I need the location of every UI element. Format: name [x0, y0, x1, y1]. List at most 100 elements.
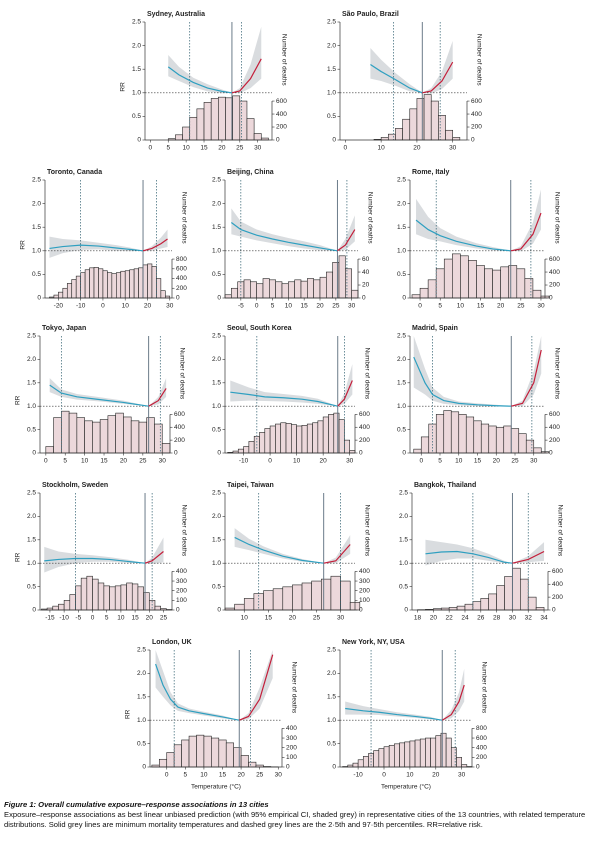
histogram-bar: [234, 603, 245, 611]
histogram-bar: [84, 420, 93, 454]
histogram-bar: [452, 253, 461, 299]
x-tick-label: 20: [144, 303, 152, 310]
y2-tick-label: 0: [176, 607, 180, 614]
histogram-bar: [313, 279, 321, 299]
histogram-bar: [296, 425, 303, 454]
y2-tick-label: 0: [552, 607, 556, 614]
x-tick-label: 30: [254, 145, 262, 152]
histogram-bar: [373, 750, 380, 768]
heat-curve: [511, 349, 542, 407]
histogram-bar: [123, 416, 132, 454]
panel-title: Stockholm, Sweden: [42, 482, 108, 489]
histogram-bar: [322, 416, 329, 454]
x-tick-label: 15: [219, 772, 227, 779]
y-tick-label: 2.5: [27, 333, 36, 340]
histogram-bar: [351, 289, 359, 299]
y2-tick-label: 60: [362, 256, 370, 263]
histogram-bar: [460, 255, 469, 299]
x-tick-label: 26: [477, 615, 485, 622]
y-tick-label: 1.0: [27, 560, 36, 567]
y2-axis-label: Number of deaths: [363, 505, 370, 557]
y-tick-label: 0: [217, 607, 221, 614]
y-axis-label: RR: [15, 395, 22, 405]
y2-tick-label: 100: [286, 754, 297, 761]
y2-tick-label: 100: [176, 597, 187, 604]
x-tick-label: 20: [413, 145, 421, 152]
x-tick-label: 24: [461, 615, 469, 622]
y-tick-label: 2.5: [32, 177, 41, 184]
x-tick-label: 20: [497, 303, 505, 310]
y-tick-label: 1.0: [212, 403, 221, 410]
histogram-bar: [58, 603, 65, 611]
x-tick-label: 30: [537, 303, 545, 310]
histogram-bar: [362, 756, 369, 768]
y-tick-label: 2.0: [397, 356, 406, 363]
histogram-bar: [527, 596, 537, 611]
histogram-bar: [380, 137, 389, 141]
figure: 00.51.01.52.02.50 5 10 15 20 25 300200400600Sy…: [15, 11, 564, 791]
histogram-bar: [419, 287, 429, 299]
y2-tick-label: 600: [549, 256, 560, 263]
y-tick-label: 2.0: [132, 42, 141, 49]
x-tick-label: 10: [81, 458, 89, 465]
cold-curve: [415, 219, 511, 252]
cold-curve: [230, 391, 338, 407]
ci-band: [425, 539, 545, 566]
histogram-bar: [275, 281, 283, 299]
histogram-bar: [154, 605, 161, 611]
histogram-bar: [263, 590, 274, 611]
histogram-bar: [440, 732, 447, 768]
y2-tick-label: 200: [471, 124, 482, 131]
histogram-bar: [218, 96, 226, 141]
histogram-bar: [92, 578, 99, 611]
y-tick-label: 0: [32, 450, 36, 457]
y2-tick-label: 200: [176, 285, 187, 292]
x-tick-label: 20: [430, 615, 438, 622]
y2-axis-label: Number of deaths: [178, 348, 185, 400]
histogram-bar: [383, 746, 390, 768]
histogram-bar: [80, 577, 88, 611]
histogram-bar: [210, 98, 219, 141]
y-tick-label: 0.5: [397, 426, 406, 433]
histogram-bar: [107, 415, 116, 454]
histogram-bar: [425, 737, 431, 768]
histogram-bar: [115, 412, 124, 454]
x-tick-label: 20: [432, 772, 440, 779]
x-tick-label: 0: [344, 145, 348, 152]
histogram-bar: [130, 420, 140, 454]
histogram-bar: [126, 582, 133, 611]
histogram-bar: [450, 411, 460, 454]
x-tick-label: 30: [449, 145, 457, 152]
histogram-bar: [285, 423, 292, 454]
x-tick-label: 0: [165, 772, 169, 779]
histogram-bar: [243, 598, 255, 611]
histogram-bar: [272, 588, 284, 611]
heat-curve: [148, 388, 167, 407]
histogram-bar: [237, 448, 244, 454]
x-tick-label: 15: [100, 458, 108, 465]
histogram-bar: [138, 267, 144, 299]
histogram-bar: [129, 269, 135, 299]
x-tick-label: -15: [45, 615, 55, 622]
histogram-bar: [86, 575, 93, 611]
histogram-bar: [138, 421, 148, 454]
histogram-bar: [103, 585, 110, 611]
y-tick-label: 0: [37, 295, 41, 302]
x-tick-label: 0: [149, 145, 153, 152]
y-tick-label: 0.5: [27, 583, 36, 590]
y2-tick-label: 600: [276, 98, 287, 105]
histogram-bar: [92, 421, 101, 454]
x-tick-label: -5: [238, 303, 244, 310]
cold-curve: [155, 663, 240, 721]
x-tick-label: 5: [271, 303, 275, 310]
histogram-bar: [248, 441, 255, 454]
histogram-bar: [399, 742, 406, 768]
panel-title: London, UK: [152, 639, 192, 646]
x-tick-label: 15: [301, 303, 309, 310]
histogram-bar: [533, 447, 542, 454]
y2-tick-label: 300: [359, 578, 370, 585]
histogram-bar: [307, 278, 314, 299]
histogram-bar: [516, 268, 526, 299]
x-tick-label: 15: [265, 615, 273, 622]
